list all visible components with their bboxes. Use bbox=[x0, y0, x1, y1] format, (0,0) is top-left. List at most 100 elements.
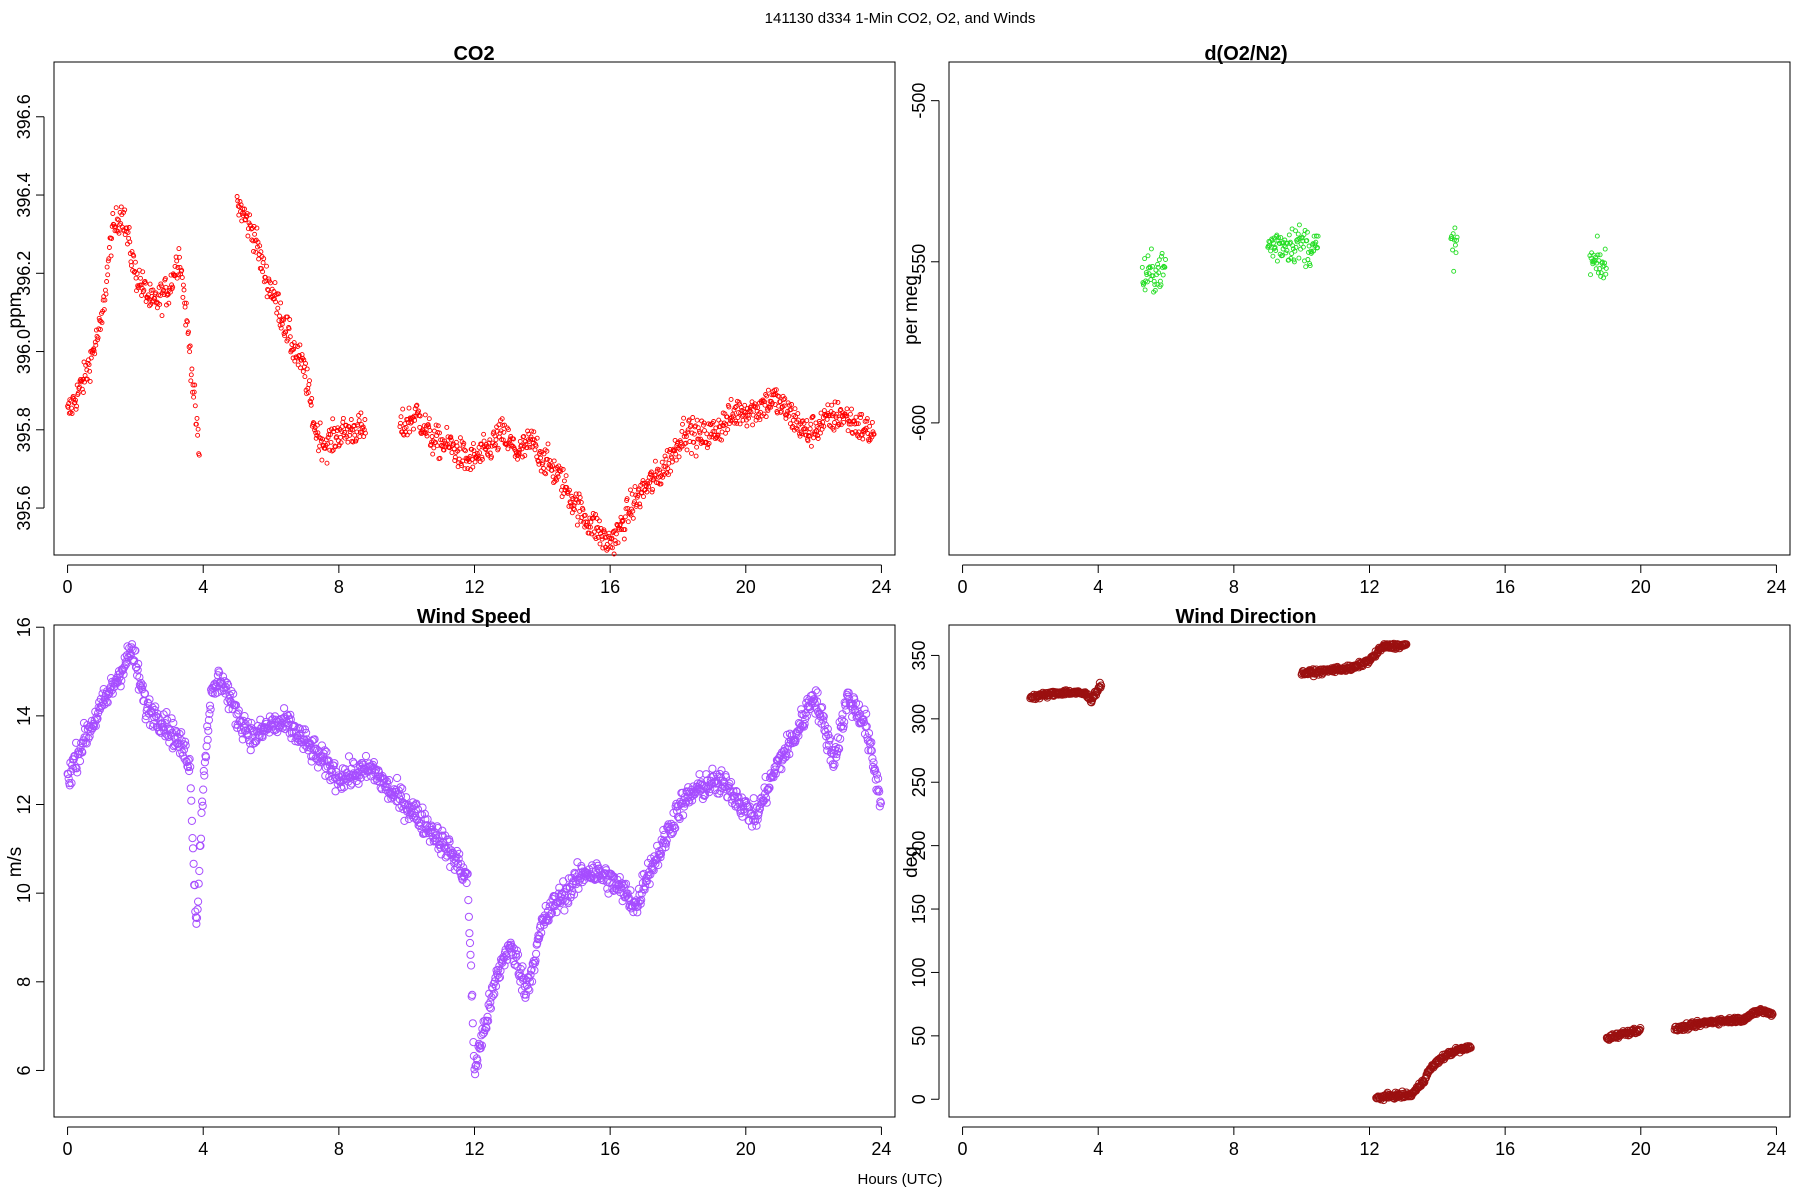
wind-speed-x-tick-label: 16 bbox=[600, 1139, 620, 1159]
co2-point bbox=[398, 420, 403, 426]
wind-speed-point bbox=[636, 899, 645, 908]
wind-speed-point bbox=[194, 879, 203, 888]
co2-point bbox=[80, 390, 86, 395]
o2-point bbox=[1603, 271, 1609, 277]
o2-point bbox=[1588, 255, 1594, 261]
co2-point bbox=[691, 431, 697, 437]
wind-speed-point bbox=[473, 1056, 482, 1065]
wind-direction-y-tick-label: 250 bbox=[909, 767, 929, 797]
wind-speed-point bbox=[875, 802, 884, 811]
wind-speed-point bbox=[626, 886, 635, 895]
wind-speed-point bbox=[121, 661, 130, 670]
wind-direction-point bbox=[1363, 659, 1372, 669]
wind-speed-point bbox=[673, 812, 683, 821]
co2-point bbox=[551, 458, 557, 464]
co2-point bbox=[794, 426, 800, 432]
co2-point bbox=[427, 428, 433, 433]
wind-speed-point bbox=[218, 672, 228, 681]
co2-point bbox=[175, 265, 181, 270]
co2-point bbox=[115, 217, 121, 223]
wind-speed-point bbox=[337, 784, 346, 793]
co2-point bbox=[591, 529, 597, 535]
wind-direction-point bbox=[1091, 691, 1101, 700]
o2-point bbox=[1304, 238, 1310, 244]
co2-point bbox=[306, 382, 312, 388]
co2-point bbox=[597, 541, 603, 547]
wind-speed-point bbox=[468, 990, 477, 1000]
wind-speed-point bbox=[850, 695, 859, 704]
co2-point bbox=[700, 440, 706, 446]
co2-point bbox=[316, 448, 321, 454]
co2-point bbox=[416, 408, 421, 414]
co2-point bbox=[412, 417, 418, 423]
co2-point bbox=[251, 248, 256, 254]
wind-speed-point bbox=[203, 735, 212, 744]
o2-point bbox=[1156, 270, 1162, 276]
co2-point bbox=[479, 456, 485, 462]
co2-point bbox=[665, 466, 671, 471]
wind-speed-point bbox=[867, 738, 876, 747]
co2-point bbox=[854, 421, 860, 427]
co2-point bbox=[652, 458, 658, 464]
wind-speed-point bbox=[196, 834, 206, 843]
wind-speed-point bbox=[140, 689, 150, 698]
co2-point bbox=[743, 412, 749, 418]
wind-speed-point bbox=[671, 824, 680, 833]
wind-speed-point bbox=[362, 772, 371, 782]
co2-point bbox=[166, 300, 172, 306]
wind-speed-point bbox=[706, 784, 715, 794]
o2-point bbox=[1289, 251, 1295, 257]
wind-speed-point bbox=[116, 682, 125, 691]
co2-point bbox=[773, 387, 779, 393]
co2-point bbox=[125, 229, 131, 235]
o2-x-tick-label: 12 bbox=[1359, 577, 1379, 597]
co2-point bbox=[824, 416, 830, 422]
co2-point bbox=[570, 506, 576, 512]
wind-speed-point bbox=[369, 758, 378, 767]
co2-point bbox=[238, 202, 244, 208]
wind-speed-point bbox=[192, 919, 201, 928]
o2-point bbox=[1313, 233, 1319, 239]
co2-point bbox=[145, 295, 151, 301]
wind-speed-point bbox=[463, 869, 472, 878]
o2-point bbox=[1315, 245, 1320, 251]
co2-point bbox=[258, 266, 264, 272]
o2-point bbox=[1295, 231, 1301, 237]
co2-point bbox=[575, 514, 581, 520]
co2-point bbox=[734, 420, 740, 426]
o2-point bbox=[1148, 246, 1154, 252]
co2-point bbox=[641, 494, 646, 500]
co2-point bbox=[176, 246, 182, 252]
co2-point bbox=[867, 423, 873, 429]
wind-speed-point bbox=[688, 796, 697, 805]
co2-point bbox=[685, 429, 691, 435]
co2-point bbox=[590, 510, 596, 516]
co2-point bbox=[344, 434, 350, 440]
wind-speed-point bbox=[869, 758, 878, 767]
co2-point bbox=[345, 439, 351, 445]
co2-point bbox=[428, 442, 434, 448]
co2-point bbox=[793, 425, 799, 431]
co2-point bbox=[719, 437, 724, 443]
co2-point bbox=[543, 471, 549, 477]
co2-point bbox=[864, 416, 870, 422]
co2-point bbox=[866, 438, 872, 444]
co2-point bbox=[190, 389, 195, 395]
co2-point bbox=[260, 260, 266, 266]
wind-speed-point bbox=[473, 1061, 482, 1071]
o2-point bbox=[1163, 257, 1168, 262]
wind-speed-point bbox=[393, 773, 402, 783]
co2-point bbox=[768, 404, 774, 410]
co2-point bbox=[598, 526, 604, 531]
co2-point bbox=[191, 394, 197, 400]
wind-speed-point bbox=[619, 882, 628, 891]
o2-point bbox=[1160, 272, 1166, 278]
co2-point bbox=[856, 429, 862, 435]
wind-speed-point bbox=[734, 793, 743, 802]
co2-point bbox=[357, 434, 363, 440]
wind-speed-y-tick-label: 10 bbox=[14, 883, 34, 903]
wind-speed-point bbox=[76, 743, 85, 753]
co2-point bbox=[769, 400, 775, 406]
wind-speed-point bbox=[525, 986, 534, 995]
co2-point bbox=[194, 415, 200, 421]
